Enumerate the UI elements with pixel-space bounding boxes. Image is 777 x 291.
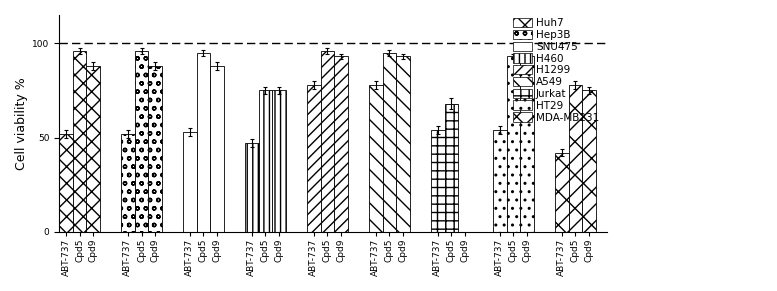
Bar — [183, 132, 197, 232]
Bar — [582, 91, 596, 232]
Bar — [307, 85, 321, 232]
Bar — [569, 85, 582, 232]
Bar — [134, 51, 148, 232]
Bar — [520, 56, 534, 232]
Bar — [121, 134, 134, 232]
Bar — [507, 56, 520, 232]
Legend: Huh7, Hep3B, SNU475, H460, H1299, A549, Jurkat, HT29, MDA-MB231: Huh7, Hep3B, SNU475, H460, H1299, A549, … — [511, 16, 601, 125]
Bar — [369, 85, 382, 232]
Bar — [59, 134, 73, 232]
Bar — [211, 66, 224, 232]
Bar — [272, 91, 286, 232]
Bar — [148, 66, 162, 232]
Bar — [396, 56, 409, 232]
Bar — [86, 66, 100, 232]
Bar — [444, 104, 458, 232]
Bar — [334, 56, 348, 232]
Bar — [431, 130, 444, 232]
Bar — [245, 143, 259, 232]
Bar — [321, 51, 334, 232]
Bar — [493, 130, 507, 232]
Bar — [73, 51, 86, 232]
Bar — [382, 53, 396, 232]
Bar — [197, 53, 211, 232]
Bar — [259, 91, 272, 232]
Bar — [555, 152, 569, 232]
Y-axis label: Cell viability %: Cell viability % — [15, 77, 28, 170]
